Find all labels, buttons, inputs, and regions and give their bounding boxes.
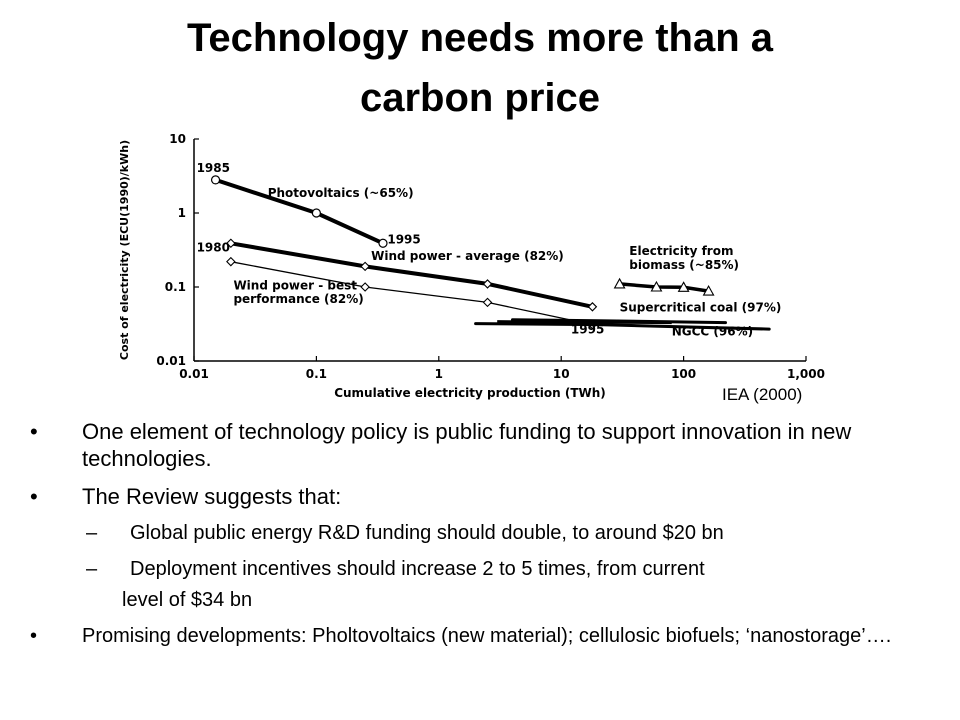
data-point	[613, 277, 626, 289]
series-label: Electricity from	[629, 244, 733, 258]
series-line	[617, 282, 711, 293]
title-line-1: Technology needs more than a	[186, 16, 774, 60]
year-label: 1995	[387, 232, 420, 246]
series-label: Wind power - average (82%)	[371, 249, 564, 263]
data-point	[482, 279, 493, 289]
y-axis-label: Cost of electricity (ECU(1990)/kWh)	[118, 140, 131, 360]
y-tick-label: 1	[178, 206, 186, 220]
dash-icon: –	[86, 522, 98, 544]
sub-bullet-text: Global public energy R&D funding should …	[130, 522, 724, 544]
data-point	[587, 302, 598, 312]
data-point	[226, 256, 236, 267]
bullet-text: Promising developments: Pholtovoltaics (…	[82, 625, 892, 647]
x-tick-label: 100	[671, 367, 696, 381]
x-tick-label: 1,000	[787, 367, 825, 381]
bullet-item: • One element of technology policy is pu…	[30, 418, 950, 472]
x-tick-label: 1	[435, 367, 443, 381]
data-point	[360, 261, 370, 272]
data-point	[650, 280, 663, 292]
sub-bullet-item: – Deployment incentives should increase …	[30, 557, 950, 612]
series-line	[511, 318, 727, 325]
series-label: performance (82%)	[233, 292, 363, 306]
bullet-dot-icon: •	[30, 484, 38, 509]
y-tick-label: 0.1	[165, 280, 186, 294]
title-line-2: carbon price	[359, 76, 601, 120]
data-point	[360, 282, 370, 292]
series-label: biomass (~85%)	[629, 258, 739, 272]
series-label: NGCC (96%)	[672, 325, 753, 339]
data-point	[210, 175, 221, 185]
bullet-dot-icon: •	[30, 419, 38, 444]
x-tick-label: 0.01	[179, 367, 209, 381]
sub-bullet-continuation: level of $34 bn	[122, 589, 253, 611]
year-label: 1985	[197, 161, 230, 175]
bullet-text: The Review suggests that:	[82, 484, 342, 509]
data-point	[702, 284, 715, 296]
x-axis-label: Cumulative electricity production (TWh)	[334, 386, 606, 400]
bullet-dot-icon: •	[30, 625, 38, 647]
series-line	[497, 320, 672, 325]
bullet-item: • Promising developments: Pholtovoltaics…	[30, 624, 950, 648]
series-line	[230, 261, 594, 326]
slide-title: Technology needs more than a carbon pric…	[0, 8, 960, 128]
data-point	[311, 208, 321, 218]
year-label: 1980	[197, 241, 230, 255]
bullet-item: • The Review suggests that:	[30, 483, 950, 510]
dash-icon: –	[86, 558, 98, 580]
y-tick-label: 10	[169, 132, 186, 146]
y-tick-label: 0.01	[156, 354, 186, 368]
series-line	[228, 241, 595, 309]
source-credit: IEA (2000)	[722, 385, 803, 404]
series-label: Photovoltaics (~65%)	[268, 186, 414, 200]
data-point	[482, 297, 493, 308]
series-line	[474, 322, 771, 331]
year-label: 1995	[571, 323, 604, 337]
data-point	[378, 238, 388, 248]
bullet-list: • One element of technology policy is pu…	[30, 418, 950, 659]
data-point	[226, 238, 236, 249]
series-label: Supercritical coal (97%)	[620, 300, 782, 314]
sub-bullet-item: – Global public energy R&D funding shoul…	[30, 521, 950, 545]
sub-bullet-text: Deployment incentives should increase 2 …	[130, 558, 705, 580]
x-tick-label: 10	[553, 367, 570, 381]
bullet-text: One element of technology policy is publ…	[82, 419, 852, 471]
experience-curve-chart: 0.01 0.1 1 10 100 1,000 10 1 0.1 0.01 Cumulative e…	[118, 132, 825, 400]
data-point	[677, 281, 690, 292]
x-tick-label: 0.1	[306, 367, 327, 381]
series-label: Wind power - best	[233, 279, 357, 293]
